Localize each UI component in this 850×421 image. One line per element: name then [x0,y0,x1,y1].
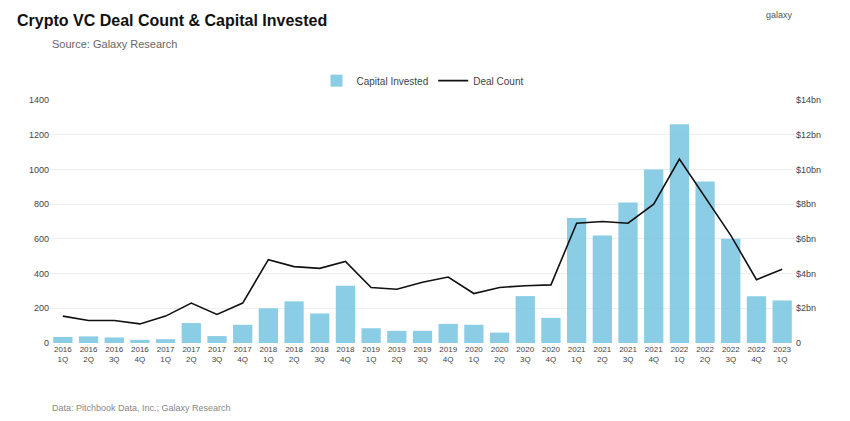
svg-text:20194Q: 20194Q [439,345,457,364]
svg-text:20223Q: 20223Q [722,345,740,364]
svg-text:$8bn: $8bn [796,199,816,209]
svg-text:20193Q: 20193Q [414,345,432,364]
svg-text:20224Q: 20224Q [748,345,766,364]
svg-text:20221Q: 20221Q [671,345,689,364]
svg-text:800: 800 [34,199,49,209]
svg-text:Crypto VC Deal Count & Capital: Crypto VC Deal Count & Capital Invested [17,12,327,29]
svg-text:20183Q: 20183Q [311,345,329,364]
svg-text:600: 600 [34,234,49,244]
svg-text:20203Q: 20203Q [516,345,534,364]
svg-text:20172Q: 20172Q [182,345,200,364]
svg-text:20211Q: 20211Q [568,345,586,364]
svg-text:$10bn: $10bn [796,165,821,175]
svg-text:Source: Galaxy Research: Source: Galaxy Research [52,38,177,50]
svg-text:1000: 1000 [29,165,49,175]
svg-text:1200: 1200 [29,130,49,140]
svg-text:20201Q: 20201Q [465,345,483,364]
svg-text:$2bn: $2bn [796,303,816,313]
svg-text:20163Q: 20163Q [105,345,123,364]
svg-text:20171Q: 20171Q [157,345,175,364]
svg-text:20164Q: 20164Q [131,345,149,364]
svg-text:400: 400 [34,269,49,279]
svg-text:20192Q: 20192Q [388,345,406,364]
svg-text:20191Q: 20191Q [362,345,380,364]
svg-text:20212Q: 20212Q [593,345,611,364]
svg-text:20181Q: 20181Q [259,345,277,364]
svg-text:20222Q: 20222Q [696,345,714,364]
svg-text:20173Q: 20173Q [208,345,226,364]
svg-text:0: 0 [796,338,801,348]
svg-text:$12bn: $12bn [796,130,821,140]
svg-text:20184Q: 20184Q [337,345,355,364]
svg-text:20204Q: 20204Q [542,345,560,364]
svg-text:20213Q: 20213Q [619,345,637,364]
svg-text:Capital Invested: Capital Invested [357,76,429,87]
svg-text:20214Q: 20214Q [645,345,663,364]
svg-text:0: 0 [44,338,49,348]
svg-text:1400: 1400 [29,95,49,105]
svg-text:20182Q: 20182Q [285,345,303,364]
svg-text:20231Q: 20231Q [773,345,791,364]
svg-text:200: 200 [34,303,49,313]
svg-text:20174Q: 20174Q [234,345,252,364]
svg-text:Data: Pitchbook Data, Inc.; Ga: Data: Pitchbook Data, Inc.; Galaxy Resea… [52,403,231,413]
svg-text:20162Q: 20162Q [80,345,98,364]
svg-text:Deal Count: Deal Count [473,76,523,87]
svg-text:$6bn: $6bn [796,234,816,244]
svg-text:$14bn: $14bn [796,95,821,105]
svg-text:20161Q: 20161Q [54,345,72,364]
svg-text:$4bn: $4bn [796,269,816,279]
svg-text:galaxy: galaxy [766,10,793,20]
svg-text:20202Q: 20202Q [491,345,509,364]
